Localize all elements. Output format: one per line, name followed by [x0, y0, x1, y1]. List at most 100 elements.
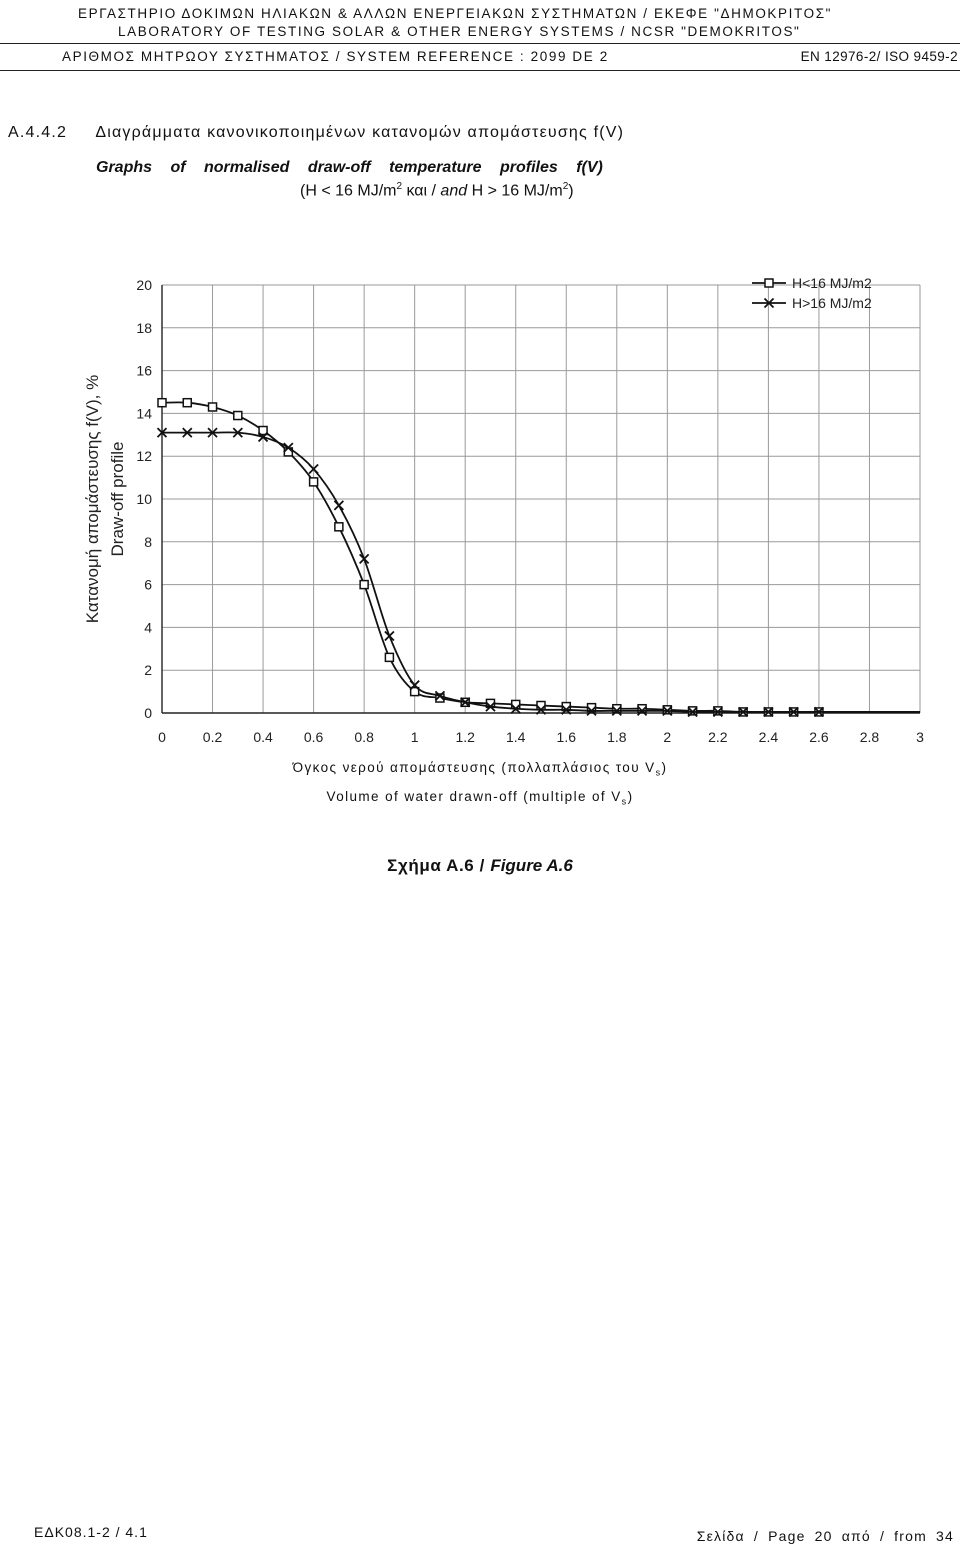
x-tick-label: 2.8	[860, 729, 880, 745]
data-point-square	[308, 477, 319, 487]
y-tick-label: 10	[136, 491, 152, 507]
y-tick-label: 0	[144, 705, 152, 721]
data-point-cross	[687, 706, 698, 718]
data-point-square	[233, 410, 243, 421]
legend-label-2: H>16 MJ/m2	[792, 295, 872, 311]
data-point-square	[359, 579, 369, 590]
data-point-cross	[232, 427, 243, 438]
footer-document-code: ΕΔΚ08.1-2 / 4.1	[34, 1524, 148, 1540]
data-point-cross	[636, 705, 648, 716]
x-tick-label: 1.2	[455, 729, 475, 745]
legend-label-1: H<16 MJ/m2	[792, 275, 872, 291]
header-standard: EN 12976-2/ ISO 9459-2	[800, 49, 958, 64]
data-point-cross	[384, 630, 395, 642]
section-title-greek: Διαγράμματα κανονικοποιημένων κατανομών …	[95, 124, 625, 141]
y-tick-label: 20	[136, 277, 152, 293]
x-tick-label: 3	[916, 729, 924, 745]
figure-caption: Σχήμα Α.6 / Figure A.6	[0, 856, 960, 876]
condition-sup-1: 2	[396, 181, 403, 192]
x-tick-label: 1	[411, 729, 419, 745]
x-tick-label: 1.4	[506, 729, 526, 745]
data-point-square	[157, 397, 167, 408]
y-axis-title-greek: Κατανομή απομάστευσης f(V), %	[83, 375, 102, 623]
data-point-square	[182, 397, 193, 408]
condition-part-2: και /	[402, 182, 441, 200]
data-point-cross	[308, 463, 319, 475]
x-tick-label: 2.2	[708, 729, 728, 745]
y-tick-label: 16	[136, 363, 152, 379]
data-point-cross	[813, 706, 825, 718]
header-lab-english: LABORATORY OF TESTING SOLAR & OTHER ENER…	[118, 24, 801, 39]
data-point-cross	[207, 427, 218, 438]
data-point-cross	[611, 705, 622, 716]
data-point-square	[510, 699, 521, 710]
x-axis-title-greek-end: )	[661, 760, 668, 775]
data-point-cross	[156, 427, 168, 438]
data-point-cross	[409, 680, 420, 691]
x-axis-title-english-end: )	[627, 789, 634, 804]
data-point-cross	[460, 697, 471, 708]
data-point-cross	[510, 703, 521, 714]
condition-part-1: (H < 16 MJ/m	[300, 182, 397, 200]
data-point-cross	[763, 706, 774, 718]
data-point-cross	[283, 442, 294, 453]
legend-marker-square	[764, 278, 774, 288]
x-axis-title-english-text: Volume of water drawn-off (multiple of V	[326, 789, 622, 804]
draw-off-profile-chart: 0 2 4 6 8 10 12 14 16 18 20 0 0.2 0.4 0.6 0.8 1 1.2 1.4 1.6…	[83, 275, 924, 745]
data-point-square	[536, 700, 546, 711]
condition-sup-2: 2	[562, 181, 569, 192]
data-point-cross	[485, 701, 496, 712]
y-tick-label: 8	[144, 534, 152, 550]
x-tick-label: 0.8	[354, 729, 374, 745]
header-divider-top	[0, 43, 960, 44]
section-heading: A.4.4.2 Διαγράμματα κανονικοποιημένων κα…	[8, 124, 624, 142]
figure-caption-greek: Σχήμα Α.6 /	[387, 856, 491, 875]
data-point-square	[384, 652, 395, 663]
x-tick-label: 1.6	[557, 729, 577, 745]
condition-part-4: )	[568, 182, 574, 200]
x-tick-label: 1.8	[607, 729, 627, 745]
data-point-cross	[535, 704, 547, 715]
x-tick-label: 2.4	[759, 729, 779, 745]
x-axis-title-english: Volume of water drawn-off (multiple of V…	[0, 789, 960, 807]
section-number: A.4.4.2	[8, 124, 68, 141]
y-tick-label: 2	[144, 662, 152, 678]
footer-page-number: Σελίδα / Page 20 από / from 34	[696, 1528, 954, 1544]
data-point-cross	[586, 705, 597, 716]
x-tick-label: 0	[158, 729, 166, 745]
section-title-english: Graphs of normalised draw-off temperatur…	[96, 159, 603, 176]
x-axis-title-greek-sub: s	[655, 767, 662, 778]
data-point-cross	[662, 705, 673, 716]
header-system-reference: ΑΡΙΘΜΟΣ ΜΗΤΡΩΟΥ ΣΥΣΤΗΜΑΤΟΣ / SYSTEM REFE…	[62, 49, 609, 64]
header-lab-greek: ΕΡΓΑΣΤΗΡΙΟ ΔΟΚΙΜΩΝ ΗΛΙΑΚΩΝ & ΑΛΛΩΝ ΕΝΕΡΓ…	[78, 6, 833, 21]
data-point-cross	[182, 427, 193, 438]
x-tick-label: 0.2	[203, 729, 223, 745]
data-point-square	[334, 522, 344, 532]
data-point-square	[637, 703, 647, 714]
data-point-cross	[788, 706, 799, 718]
y-tick-label: 6	[144, 577, 152, 593]
y-tick-label: 12	[136, 448, 152, 464]
x-axis-title-greek-text: Όγκος νερού απομάστευσης (πολλαπλάσιος τ…	[292, 760, 656, 775]
condition-and: and	[440, 182, 468, 200]
figure-caption-english: Figure A.6	[490, 856, 573, 875]
legend-marker-cross	[763, 297, 775, 309]
data-point-square	[612, 703, 622, 714]
data-point-cross	[358, 553, 370, 565]
header-divider-bottom	[0, 70, 960, 71]
data-point-cross	[333, 500, 345, 511]
condition-part-3: H > 16 MJ/m	[467, 182, 563, 200]
data-point-cross	[561, 704, 572, 715]
data-point-square	[409, 686, 420, 697]
x-tick-label: 2.6	[809, 729, 829, 745]
data-point-cross	[434, 690, 446, 702]
data-point-cross	[737, 706, 749, 718]
y-tick-label: 18	[136, 320, 152, 336]
x-tick-label: 0.6	[304, 729, 324, 745]
x-axis-title-english-sub: s	[621, 796, 628, 807]
y-axis-title-english: Draw-off profile	[108, 442, 127, 557]
data-point-square	[207, 402, 218, 412]
x-axis-title-greek: Όγκος νερού απομάστευσης (πολλαπλάσιος τ…	[0, 760, 960, 778]
data-point-square	[258, 425, 268, 436]
x-tick-label: 2	[663, 729, 671, 745]
